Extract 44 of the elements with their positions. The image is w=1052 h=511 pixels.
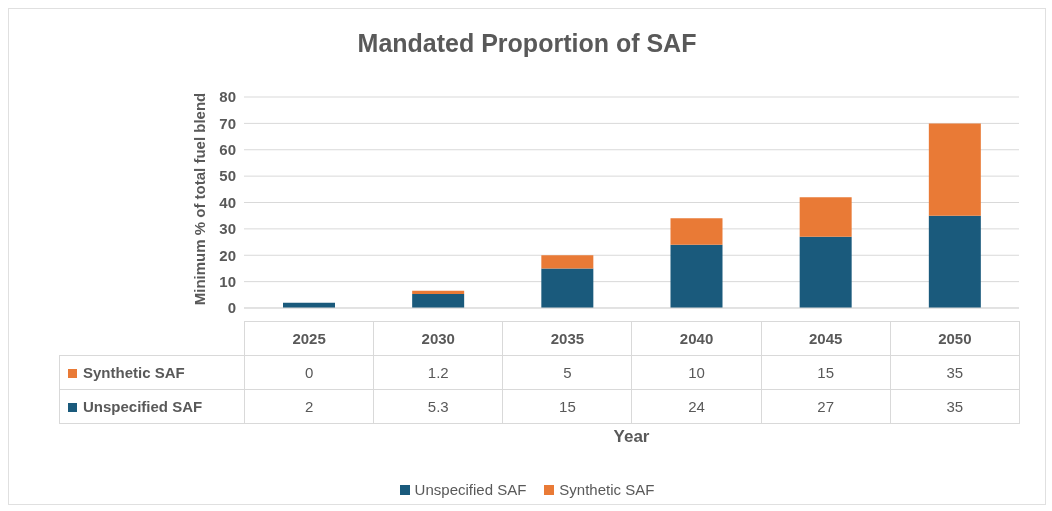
y-tick-label: 70 <box>219 114 236 132</box>
bar <box>412 290 465 295</box>
y-tick-label: 20 <box>219 246 236 264</box>
x-tick-label: 2035 <box>502 321 632 355</box>
x-tick-label: 2030 <box>373 321 503 355</box>
x-tick-label: 2025 <box>244 321 374 355</box>
bar <box>670 244 723 308</box>
bar <box>928 123 981 216</box>
bar <box>541 268 594 308</box>
data-label: 35 <box>890 355 1020 389</box>
bar <box>412 294 465 308</box>
y-tick-label: 0 <box>227 299 236 317</box>
data-label: 5.3 <box>373 389 503 423</box>
data-label: 35 <box>890 389 1020 423</box>
data-label: 5 <box>502 355 632 389</box>
y-tick-label: 60 <box>219 141 236 159</box>
bar <box>928 215 981 308</box>
bar <box>799 197 852 237</box>
text: Synthetic SAF <box>83 363 185 381</box>
data-label: 2 <box>244 389 374 423</box>
y-tick-label: 30 <box>219 220 236 238</box>
data-label: 1.2 <box>373 355 503 389</box>
x-tick-label: 2040 <box>631 321 762 355</box>
data-label: 15 <box>761 355 891 389</box>
y-tick-label: 80 <box>219 88 236 106</box>
bar <box>541 255 594 269</box>
data-label: 15 <box>502 389 632 423</box>
bar <box>670 218 723 245</box>
bar <box>799 236 852 308</box>
chart-title: Mandated Proportion of SAF <box>356 29 698 58</box>
y-axis-title: Minimum % of total fuel blend <box>190 92 208 306</box>
x-tick-label: 2045 <box>761 321 891 355</box>
x-axis-title: Year <box>612 427 651 447</box>
data-label: 0 <box>244 355 374 389</box>
legend-label: Synthetic SAF <box>558 481 655 498</box>
data-label: 24 <box>631 389 762 423</box>
y-tick-label: 40 <box>219 193 236 211</box>
data-label: 10 <box>631 355 762 389</box>
data-label: 27 <box>761 389 891 423</box>
y-tick-label: 50 <box>219 167 236 185</box>
legend-label: Unspecified SAF <box>59 389 245 423</box>
text: Unspecified SAF <box>414 481 527 498</box>
x-tick-label: 2050 <box>890 321 1020 355</box>
y-tick-label: 10 <box>219 272 236 290</box>
